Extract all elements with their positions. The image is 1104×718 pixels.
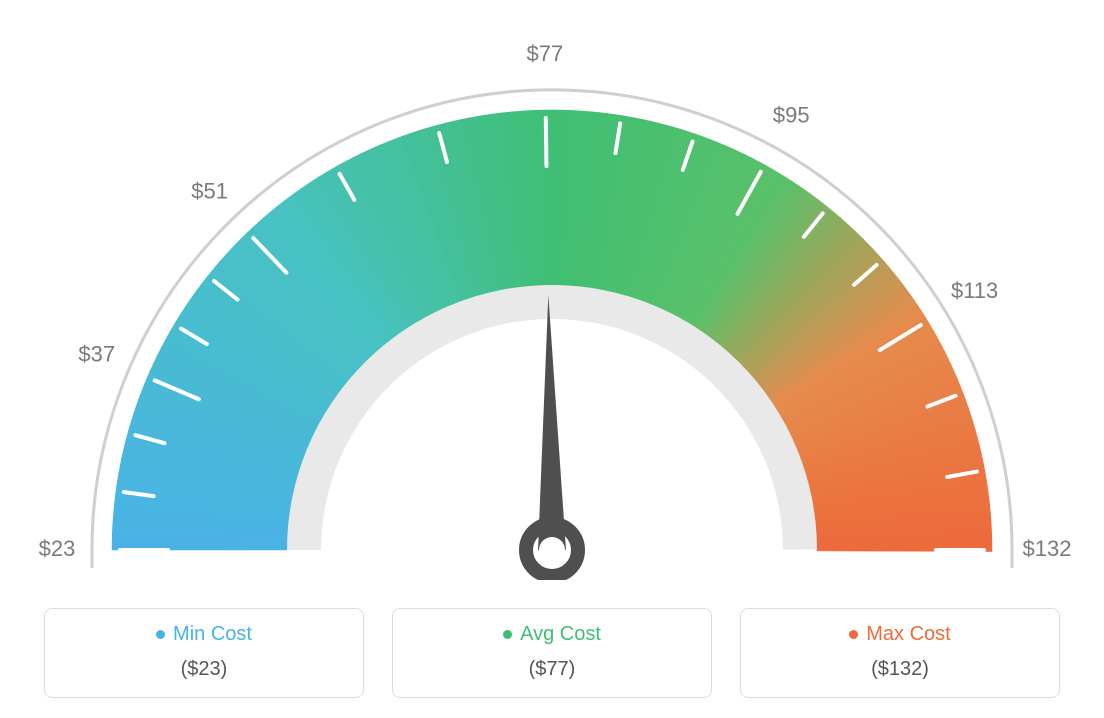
svg-text:$51: $51 <box>191 178 228 203</box>
gauge-chart: $23 $37 $51 $77 $95 $113 $132 <box>20 20 1084 580</box>
svg-text:$23: $23 <box>39 536 76 561</box>
dot-min <box>156 630 165 639</box>
legend-value-min: ($23) <box>45 658 363 681</box>
svg-text:$37: $37 <box>78 341 115 366</box>
legend-card-avg: Avg Cost ($77) <box>392 608 712 698</box>
legend-label-avg: Avg Cost <box>520 623 601 645</box>
gauge-svg: $23 $37 $51 $77 $95 $113 $132 <box>22 20 1082 580</box>
legend-card-max: Max Cost ($132) <box>740 608 1060 698</box>
legend-title-avg: Avg Cost <box>393 623 711 646</box>
legend-card-min: Min Cost ($23) <box>44 608 364 698</box>
legend-value-max: ($132) <box>741 658 1059 681</box>
legend-title-max: Max Cost <box>741 623 1059 646</box>
legend-title-min: Min Cost <box>45 623 363 646</box>
dot-max <box>849 630 858 639</box>
legend-row: Min Cost ($23) Avg Cost ($77) Max Cost (… <box>20 608 1084 698</box>
svg-text:$95: $95 <box>773 102 810 127</box>
legend-label-min: Min Cost <box>173 623 252 645</box>
svg-text:$77: $77 <box>527 41 564 66</box>
legend-label-max: Max Cost <box>866 623 950 645</box>
svg-text:$113: $113 <box>951 278 998 303</box>
legend-value-avg: ($77) <box>393 658 711 681</box>
dot-avg <box>503 630 512 639</box>
svg-text:$132: $132 <box>1023 536 1072 561</box>
